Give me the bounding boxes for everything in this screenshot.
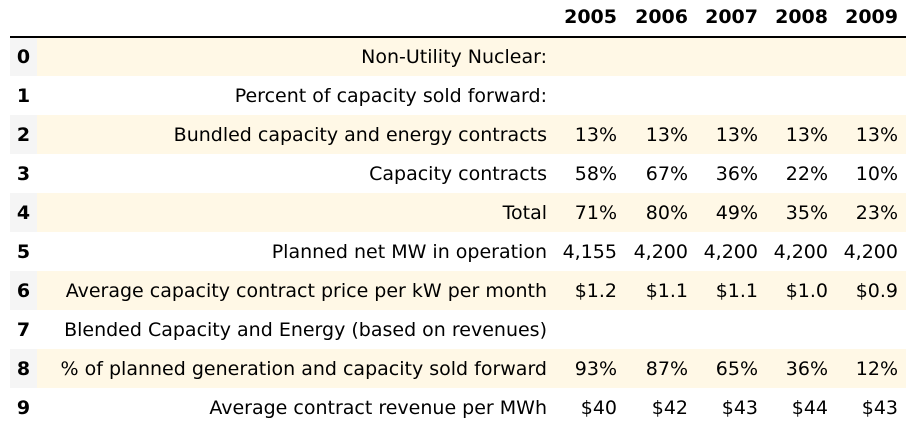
cell-2005 bbox=[555, 310, 625, 349]
cell-2006 bbox=[625, 37, 696, 76]
row-label: Average capacity contract price per kW p… bbox=[37, 271, 555, 310]
cell-2009 bbox=[836, 310, 906, 349]
row-label: Blended Capacity and Energy (based on re… bbox=[64, 318, 547, 341]
table-row: 1 Percent of capacity sold forward: bbox=[10, 76, 906, 115]
cell-2008 bbox=[766, 37, 836, 76]
row-label: Planned net MW in operation bbox=[271, 240, 547, 263]
column-header-2008: 2008 bbox=[766, 0, 836, 38]
row-label: Average contract revenue per MWh bbox=[209, 396, 547, 419]
row-label: Capacity contracts bbox=[369, 162, 547, 185]
cell-2005: $1.2 bbox=[555, 271, 625, 310]
row-index: 3 bbox=[10, 154, 37, 193]
cell-2005: 93% bbox=[555, 349, 625, 388]
cell-2008 bbox=[766, 76, 836, 115]
table-row: 5 Planned net MW in operation 4,155 4,200 4,… bbox=[10, 232, 906, 271]
cell-2007: 36% bbox=[715, 162, 758, 185]
row-index: 4 bbox=[10, 193, 37, 232]
cell-2005 bbox=[555, 37, 625, 76]
cell-2009 bbox=[836, 37, 906, 76]
table-row: 9 Average contract revenue per MWh $40 $42 $… bbox=[10, 388, 906, 427]
header-row: 2005 2006 2007 2008 2009 bbox=[10, 0, 906, 38]
table-row: 3 Capacity contracts 58% 67% 36% 22% 10% bbox=[10, 154, 906, 193]
cell-2008: 22% bbox=[785, 162, 828, 185]
cell-2006: 67% bbox=[645, 162, 688, 185]
data-table: 2005 2006 2007 2008 2009 0 Non-Utility Nu… bbox=[10, 0, 906, 427]
row-index: 2 bbox=[10, 115, 37, 154]
cell-2006: 4,200 bbox=[633, 240, 688, 263]
cell-2009: 10% bbox=[855, 162, 898, 185]
label-header-cell bbox=[37, 0, 555, 38]
cell-2007: 49% bbox=[696, 193, 766, 232]
row-index: 5 bbox=[10, 232, 37, 271]
cell-2006 bbox=[625, 310, 696, 349]
cell-2007: 13% bbox=[696, 115, 766, 154]
cell-2005: 4,155 bbox=[562, 240, 617, 263]
cell-2008: 13% bbox=[766, 115, 836, 154]
row-index: 6 bbox=[10, 271, 37, 310]
table-row: 4 Total 71% 80% 49% 35% 23% bbox=[10, 193, 906, 232]
row-label: Percent of capacity sold forward: bbox=[234, 84, 547, 107]
cell-2005: 58% bbox=[574, 162, 617, 185]
row-index: 9 bbox=[10, 388, 37, 427]
column-header-2009: 2009 bbox=[836, 0, 906, 38]
cell-2006: $1.1 bbox=[625, 271, 696, 310]
row-label: Bundled capacity and energy contracts bbox=[37, 115, 555, 154]
table-row: 7 Blended Capacity and Energy (based on r… bbox=[10, 310, 906, 349]
table-row: 0 Non-Utility Nuclear: bbox=[10, 37, 906, 76]
cell-2006 bbox=[625, 76, 696, 115]
cell-2007: $1.1 bbox=[696, 271, 766, 310]
cell-2005: 71% bbox=[555, 193, 625, 232]
cell-2009: 23% bbox=[836, 193, 906, 232]
cell-2007 bbox=[696, 310, 766, 349]
row-label: Total bbox=[37, 193, 555, 232]
column-header-2007: 2007 bbox=[696, 0, 766, 38]
table-row: 2 Bundled capacity and energy contracts 13… bbox=[10, 115, 906, 154]
column-header-2006: 2006 bbox=[625, 0, 696, 38]
cell-2009: $43 bbox=[861, 396, 898, 419]
cell-2008: 36% bbox=[766, 349, 836, 388]
row-label: Non-Utility Nuclear: bbox=[37, 37, 555, 76]
cell-2005: 13% bbox=[555, 115, 625, 154]
row-index: 8 bbox=[10, 349, 37, 388]
table-row: 6 Average capacity contract price per kW … bbox=[10, 271, 906, 310]
cell-2007 bbox=[696, 37, 766, 76]
cell-2008: $1.0 bbox=[766, 271, 836, 310]
cell-2005 bbox=[555, 76, 625, 115]
cell-2006: 80% bbox=[625, 193, 696, 232]
row-index: 1 bbox=[10, 76, 37, 115]
cell-2008 bbox=[766, 310, 836, 349]
cell-2008: 4,200 bbox=[773, 240, 828, 263]
cell-2007: $43 bbox=[721, 396, 758, 419]
cell-2006: $42 bbox=[651, 396, 688, 419]
cell-2009: $0.9 bbox=[836, 271, 906, 310]
cell-2009 bbox=[836, 76, 906, 115]
row-index: 7 bbox=[10, 310, 37, 349]
cell-2007: 4,200 bbox=[703, 240, 758, 263]
column-header-2005: 2005 bbox=[555, 0, 625, 38]
cell-2009: 4,200 bbox=[843, 240, 898, 263]
cell-2007: 65% bbox=[696, 349, 766, 388]
index-header-cell bbox=[10, 0, 37, 38]
table-header: 2005 2006 2007 2008 2009 bbox=[10, 0, 906, 38]
row-label: % of planned generation and capacity sol… bbox=[37, 349, 555, 388]
cell-2006: 13% bbox=[625, 115, 696, 154]
row-index: 0 bbox=[10, 37, 37, 76]
cell-2005: $40 bbox=[580, 396, 617, 419]
table-row: 8% of planned generation and capacity so… bbox=[10, 349, 906, 388]
cell-2009: 12% bbox=[836, 349, 906, 388]
cell-2008: $44 bbox=[791, 396, 828, 419]
table-body: 0 Non-Utility Nuclear: 1 Percent of capacit… bbox=[10, 37, 906, 427]
cell-2008: 35% bbox=[766, 193, 836, 232]
cell-2009: 13% bbox=[836, 115, 906, 154]
cell-2007 bbox=[696, 76, 766, 115]
cell-2006: 87% bbox=[625, 349, 696, 388]
